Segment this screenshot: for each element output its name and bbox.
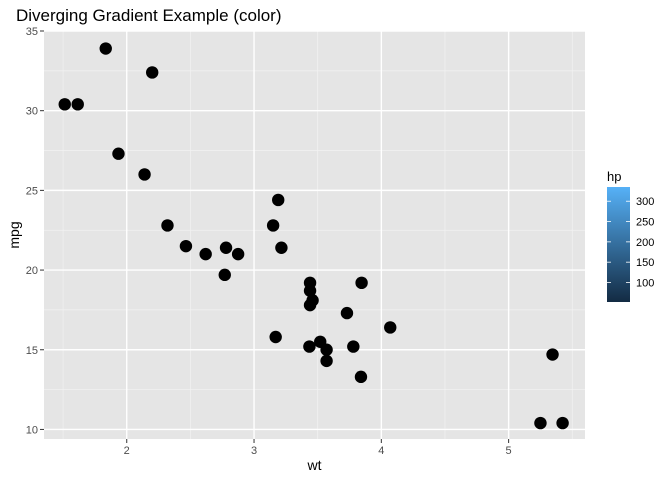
legend-tick-label: 100 bbox=[636, 277, 654, 289]
legend: hp 100 150 200 250 300 bbox=[607, 169, 654, 302]
y-tick-label: 10 bbox=[26, 424, 38, 436]
data-point bbox=[112, 147, 125, 160]
legend-tick-label: 300 bbox=[636, 196, 654, 208]
data-point bbox=[320, 343, 333, 356]
data-point bbox=[303, 340, 316, 353]
y-tick-label: 25 bbox=[26, 185, 38, 197]
chart-title: Diverging Gradient Example (color) bbox=[16, 6, 282, 25]
data-point bbox=[71, 98, 84, 111]
data-point bbox=[534, 416, 547, 430]
legend-ticks: 100 150 200 250 300 bbox=[607, 196, 654, 289]
data-point bbox=[99, 42, 112, 55]
x-axis-title: wt bbox=[307, 457, 322, 473]
data-points bbox=[58, 42, 569, 430]
data-point bbox=[58, 98, 71, 111]
data-point bbox=[340, 306, 354, 320]
y-axis-title: mpg bbox=[6, 221, 22, 248]
x-tick-label: 2 bbox=[124, 445, 130, 457]
y-tick-label: 30 bbox=[26, 106, 38, 118]
y-tick-label: 15 bbox=[26, 345, 38, 357]
grid-lines bbox=[44, 30, 585, 439]
data-point bbox=[266, 219, 280, 232]
y-axis: 10 15 20 25 30 35 bbox=[26, 26, 44, 436]
legend-tick-label: 200 bbox=[636, 237, 654, 249]
data-point bbox=[179, 239, 193, 253]
data-point bbox=[347, 340, 360, 353]
data-point bbox=[546, 348, 559, 361]
legend-colorbar bbox=[607, 187, 630, 302]
y-tick-label: 35 bbox=[26, 26, 38, 38]
data-point bbox=[354, 370, 368, 384]
data-point bbox=[556, 416, 569, 430]
x-tick-label: 4 bbox=[378, 445, 384, 457]
data-point bbox=[138, 168, 151, 181]
data-point bbox=[272, 193, 285, 207]
data-point bbox=[218, 268, 231, 282]
legend-title: hp bbox=[607, 169, 621, 184]
data-point bbox=[269, 330, 282, 344]
legend-tick-label: 250 bbox=[636, 217, 654, 229]
data-point bbox=[275, 241, 288, 254]
data-point bbox=[161, 219, 174, 232]
data-point bbox=[303, 276, 317, 290]
x-axis: 2 3 4 5 bbox=[124, 439, 512, 457]
data-point bbox=[199, 247, 212, 261]
data-point bbox=[303, 298, 317, 312]
data-point bbox=[231, 247, 245, 261]
data-point bbox=[146, 66, 159, 79]
data-point bbox=[320, 354, 333, 368]
data-point bbox=[384, 321, 397, 334]
data-point bbox=[219, 241, 233, 254]
x-tick-label: 5 bbox=[506, 445, 512, 457]
y-tick-label: 20 bbox=[26, 265, 38, 277]
data-point bbox=[355, 276, 368, 290]
legend-tick-label: 150 bbox=[636, 257, 654, 269]
plot-panel bbox=[44, 31, 585, 439]
x-tick-label: 3 bbox=[251, 445, 257, 457]
